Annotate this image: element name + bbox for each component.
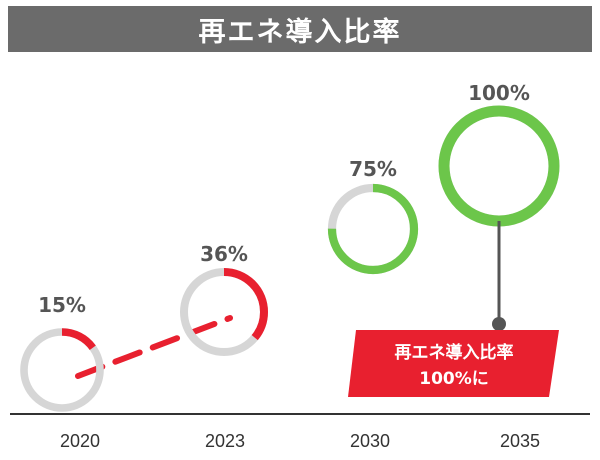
ring-value-2035	[438, 105, 560, 227]
callout-line2: 100%に	[419, 369, 489, 389]
ring-2020	[20, 328, 104, 412]
ring-2035	[438, 105, 560, 227]
value-label-2035: 100%	[468, 81, 530, 105]
x-tick-label-2023: 2023	[205, 431, 245, 451]
x-tick-label-2020: 2020	[60, 431, 100, 451]
chart-title-bar: 再エネ導入比率	[8, 6, 592, 52]
ring-2023	[180, 268, 268, 356]
value-label-2023-text: 36%	[200, 242, 248, 266]
callout-line1: 再エネ導入比率	[395, 342, 514, 363]
ring-value-2023	[180, 268, 268, 356]
chart-title: 再エネ導入比率	[198, 16, 402, 48]
ring-value-2030	[327, 183, 419, 275]
value-label-2030: 75%	[349, 157, 397, 181]
x-tick-label-2035: 2035	[500, 431, 540, 451]
x-tick-label-2030: 2030	[350, 431, 390, 451]
ring-value-2020	[20, 328, 104, 412]
callout-banner	[348, 330, 559, 397]
value-label-2023: 36%	[200, 242, 248, 266]
value-label-2020-text: 15%	[38, 293, 86, 317]
value-label-2020: 15%	[38, 293, 86, 317]
callout-connector-dot	[492, 317, 506, 331]
ring-2030	[327, 183, 419, 275]
value-label-2035-text: 100%	[468, 81, 530, 105]
value-label-2030-text: 75%	[349, 157, 397, 181]
